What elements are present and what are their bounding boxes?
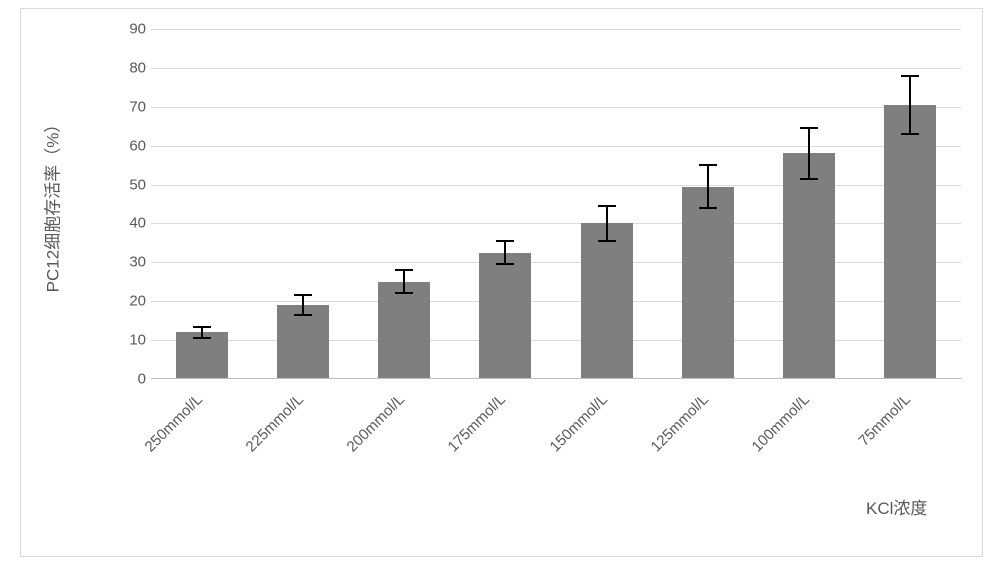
error-cap: [699, 164, 717, 166]
error-cap: [901, 133, 919, 135]
error-bar: [606, 206, 608, 241]
bar: [783, 153, 835, 379]
gridline: [151, 301, 961, 302]
bar: [682, 187, 734, 380]
gridline: [151, 29, 961, 30]
y-axis-label: PC12细胞存活率（%）: [39, 29, 64, 379]
x-axis-title: KCl浓度: [866, 494, 927, 519]
y-tick-label: 30: [116, 254, 146, 271]
x-tick-label: 250mmol/L: [141, 391, 205, 455]
gridline: [151, 340, 961, 341]
y-tick-label: 80: [116, 59, 146, 76]
y-tick-label: 0: [116, 371, 146, 388]
y-tick-label: 20: [116, 293, 146, 310]
y-tick-label: 70: [116, 98, 146, 115]
error-cap: [598, 205, 616, 207]
error-cap: [496, 263, 514, 265]
gridline: [151, 68, 961, 69]
y-tick-label: 40: [116, 215, 146, 232]
y-tick-label: 90: [116, 21, 146, 38]
y-tick-label: 60: [116, 137, 146, 154]
gridline: [151, 146, 961, 147]
y-tick-label: 10: [116, 332, 146, 349]
error-cap: [193, 326, 211, 328]
error-cap: [901, 75, 919, 77]
bar: [277, 305, 329, 379]
error-cap: [598, 240, 616, 242]
x-tick-label: 125mmol/L: [647, 391, 711, 455]
error-cap: [496, 240, 514, 242]
error-cap: [800, 178, 818, 180]
gridline: [151, 107, 961, 108]
bar: [378, 282, 430, 379]
bar: [581, 223, 633, 379]
bar: [884, 105, 936, 379]
error-bar: [808, 128, 810, 179]
x-tick-label: 175mmol/L: [445, 391, 509, 455]
bar: [479, 253, 531, 379]
error-cap: [800, 127, 818, 129]
error-cap: [193, 337, 211, 339]
x-axis-line: [151, 378, 961, 379]
error-bar: [302, 295, 304, 314]
chart-frame: PC12细胞存活率（%） 0 10 20 30 40 50 60 70 80 90 250mmol…: [20, 8, 983, 557]
error-cap: [294, 314, 312, 316]
gridline: [151, 185, 961, 186]
plot-area: [151, 29, 961, 379]
gridline: [151, 262, 961, 263]
bar: [176, 332, 228, 379]
error-cap: [395, 292, 413, 294]
gridline: [151, 223, 961, 224]
error-cap: [294, 294, 312, 296]
error-cap: [395, 269, 413, 271]
y-tick-label: 50: [116, 176, 146, 193]
x-tick-label: 75mmol/L: [856, 391, 915, 450]
error-bar: [403, 270, 405, 293]
x-tick-label: 150mmol/L: [546, 391, 610, 455]
x-tick-label: 100mmol/L: [749, 391, 813, 455]
error-bar: [504, 241, 506, 264]
error-bar: [707, 165, 709, 208]
error-bar: [909, 76, 911, 134]
x-tick-label: 200mmol/L: [344, 391, 408, 455]
x-tick-label: 225mmol/L: [242, 391, 306, 455]
error-cap: [699, 207, 717, 209]
